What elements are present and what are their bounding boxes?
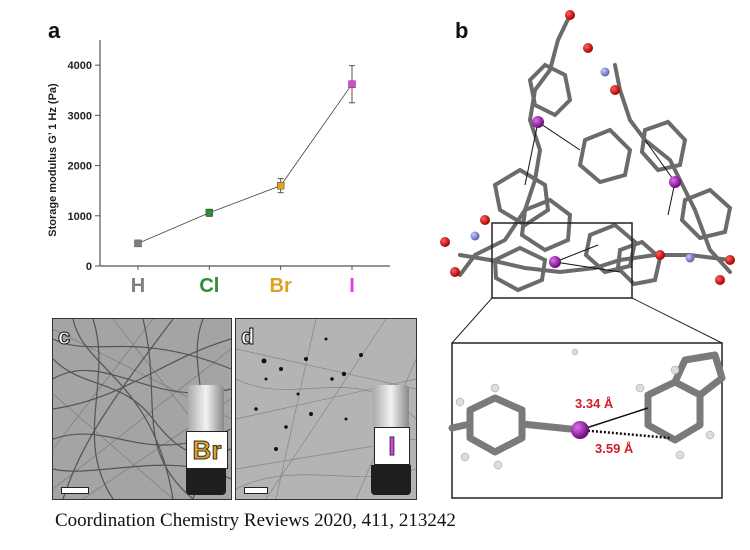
zoom-line-right (631, 297, 723, 344)
data-point (348, 80, 356, 88)
micrograph-d: d I (235, 318, 417, 500)
nitrogen-atoms (470, 67, 695, 263)
chart-y-axis-label: Storage modulus G’ 1 Hz (Pa) (47, 83, 59, 237)
panel-label-a: a (48, 18, 61, 43)
chart-marks (134, 65, 356, 248)
y-tick-label: 2000 (68, 161, 92, 173)
halogen-bond-long (579, 428, 671, 440)
halogen-bond-lines (524, 121, 676, 273)
halogen-label-c: Br (186, 431, 228, 469)
y-tick-label: 3000 (68, 110, 92, 122)
halogen-label-c-text: Br (192, 435, 222, 466)
data-point (276, 181, 285, 190)
data-point (205, 209, 214, 217)
zoom-inset: 3.34 Å 3.59 Å (448, 342, 726, 499)
chart-axes: 0 1000 2000 3000 4000 H Cl Br I (68, 40, 390, 297)
micrograph-c: c Br (52, 318, 232, 500)
x-tick-label: H (131, 275, 145, 297)
halogen-label-d: I (374, 427, 410, 465)
distance-label-1: 3.34 Å (575, 396, 614, 411)
molecule-network (458, 13, 733, 293)
scale-bar-d (244, 487, 268, 494)
zoom-selection-box (491, 222, 633, 299)
iodine-atom-zoom (571, 421, 589, 439)
y-tick-label: 4000 (68, 60, 92, 72)
data-point (134, 239, 142, 248)
series-line (137, 83, 353, 244)
figure-caption: Coordination Chemistry Reviews 2020, 411… (55, 510, 456, 531)
distance-label-2: 3.59 Å (595, 441, 634, 456)
y-tick-label: 0 (86, 261, 92, 273)
panel-label-c: c (57, 324, 71, 350)
halogen-bond-short (579, 407, 649, 431)
x-tick-label: I (349, 275, 355, 297)
x-tick-label: Br (270, 275, 292, 297)
halogen-label-d-text: I (388, 431, 396, 462)
storage-modulus-chart: Storage modulus G’ 1 Hz (Pa) 0 1000 2000 30… (47, 40, 390, 297)
oxygen-atoms (440, 10, 735, 285)
panel-label-d: d (240, 324, 255, 350)
x-tick-label: Cl (199, 275, 219, 297)
crystal-structure-figure: 3.34 Å 3.59 Å (440, 10, 735, 499)
iodine-atoms (532, 116, 681, 268)
y-tick-label: 1000 (68, 211, 92, 223)
zoom-line-left (451, 297, 493, 344)
scale-bar-c (61, 487, 89, 494)
panel-label-b: b (455, 18, 469, 43)
